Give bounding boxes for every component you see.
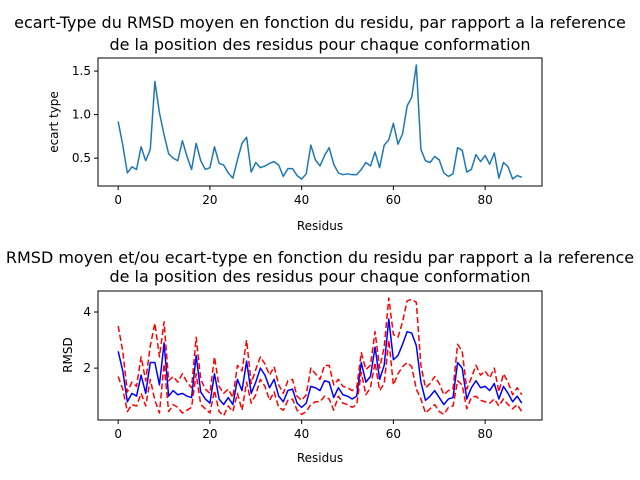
bottom-x-tick-label-0: 0 xyxy=(114,427,122,441)
top-y-axis-label: ecart type xyxy=(47,91,61,153)
top-x-tick-label-3: 60 xyxy=(386,193,401,207)
bottom-x-axis-label: Residus xyxy=(297,451,343,465)
top-x-tick-label-1: 20 xyxy=(202,193,217,207)
top-x-tick-label-2: 40 xyxy=(294,193,309,207)
bottom-subplot: RMSD moyen et/ou ecart-type en fonction … xyxy=(6,248,634,465)
top-y-tick-label-2: 1.5 xyxy=(72,64,91,78)
top-y-tick-label-1: 1.0 xyxy=(72,108,91,122)
bottom-series-line-2 xyxy=(117,339,523,417)
top-x-axis-label: Residus xyxy=(297,219,343,233)
bottom-y-axis-label: RMSD xyxy=(61,337,75,373)
bottom-y-tick-label-1: 4 xyxy=(83,305,91,319)
bottom-x-tick-label-4: 80 xyxy=(477,427,492,441)
bottom-axes-frame xyxy=(97,290,543,421)
top-x-tick-label-0: 0 xyxy=(114,193,122,207)
top-x-tick-label-4: 80 xyxy=(477,193,492,207)
top-chart-subtitle: de la position des residus pour chaque c… xyxy=(109,35,530,54)
top-axes-frame xyxy=(97,57,543,187)
bottom-x-tick-label-2: 40 xyxy=(294,427,309,441)
bottom-plot-area: 0 20 40 60 80 2 4 xyxy=(83,297,523,441)
bottom-series-line-1 xyxy=(117,297,523,402)
bottom-chart-title: RMSD moyen et/ou ecart-type en fonction … xyxy=(6,248,634,267)
bottom-series-line-0 xyxy=(117,318,523,409)
bottom-x-tick-label-3: 60 xyxy=(386,427,401,441)
top-series-line-0 xyxy=(117,64,523,180)
bottom-chart-subtitle: de la position des residus pour chaque c… xyxy=(109,267,530,286)
top-subplot: ecart-Type du RMSD moyen en fonction du … xyxy=(14,13,626,233)
bottom-y-tick-label-0: 2 xyxy=(83,361,91,375)
top-plot-area: 0 20 40 60 80 0.5 1.0 1.5 xyxy=(72,64,523,207)
bottom-x-tick-label-1: 20 xyxy=(202,427,217,441)
top-y-tick-label-0: 0.5 xyxy=(72,151,91,165)
top-chart-title: ecart-Type du RMSD moyen en fonction du … xyxy=(14,13,626,32)
